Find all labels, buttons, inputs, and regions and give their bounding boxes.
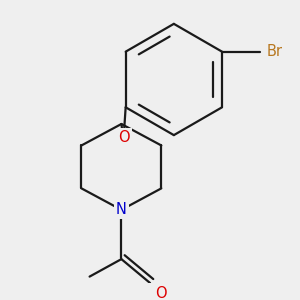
Text: O: O	[155, 286, 167, 300]
Text: O: O	[118, 130, 130, 145]
Text: N: N	[116, 202, 127, 217]
Text: Br: Br	[266, 44, 283, 59]
